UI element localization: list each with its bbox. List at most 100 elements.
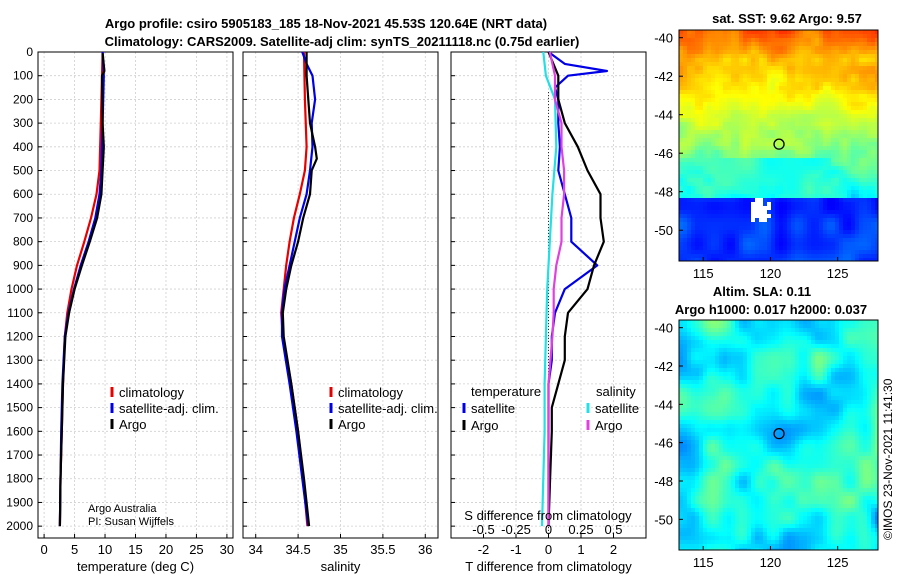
map-cell [683, 412, 687, 416]
map-cell [823, 190, 827, 194]
map-cell [691, 114, 695, 118]
map-cell [795, 428, 799, 432]
map-cell [703, 142, 707, 146]
map-cell [843, 452, 847, 456]
map-cell [767, 98, 771, 102]
map-cell [795, 34, 799, 38]
map-cell [727, 348, 731, 352]
map-cell [851, 214, 855, 218]
map-cell [799, 210, 803, 214]
map-cell [735, 230, 739, 234]
map-cell [683, 452, 687, 456]
map-cell [851, 440, 855, 444]
map-cell [843, 238, 847, 242]
map-cell [815, 122, 819, 126]
map-cell [819, 424, 823, 428]
map-cell [827, 222, 831, 226]
map-cell [783, 66, 787, 70]
map-cell [723, 396, 727, 400]
map-cell [683, 206, 687, 210]
map-cell [759, 368, 763, 372]
map-cell [827, 134, 831, 138]
map-cell [855, 226, 859, 230]
map-cell [763, 90, 767, 94]
map-cell [703, 110, 707, 114]
map-cell [823, 214, 827, 218]
map-cell [807, 62, 811, 66]
map-cell [867, 452, 871, 456]
map-cell [683, 408, 687, 412]
map-cell [703, 440, 707, 444]
map-cell [707, 158, 711, 162]
map-cell [771, 364, 775, 368]
map-cell [775, 202, 779, 206]
map-cell [867, 66, 871, 70]
map-cell [863, 356, 867, 360]
map-cell [803, 182, 807, 186]
map-cell [791, 114, 795, 118]
map-cell [707, 182, 711, 186]
map-cell [751, 122, 755, 126]
map-cell [735, 456, 739, 460]
map-cell [731, 42, 735, 46]
map-cell [683, 70, 687, 74]
map-cell [699, 30, 703, 34]
map-cell [863, 178, 867, 182]
map-cell [683, 190, 687, 194]
map-cell [743, 352, 747, 356]
map-cell [851, 194, 855, 198]
map-cell [763, 62, 767, 66]
map-cell [799, 126, 803, 130]
map-cell [819, 452, 823, 456]
map-cell [775, 234, 779, 238]
map-cell [743, 218, 747, 222]
map-cell [859, 440, 863, 444]
map-cell [807, 234, 811, 238]
map-cell [807, 142, 811, 146]
map-cell [723, 114, 727, 118]
map-cell [787, 86, 791, 90]
map-cell [827, 166, 831, 170]
map-cell [731, 74, 735, 78]
map-cell [739, 238, 743, 242]
map-cell [815, 324, 819, 328]
map-cell [847, 448, 851, 452]
map-cell [835, 134, 839, 138]
map-cell [771, 54, 775, 58]
map-cell [743, 364, 747, 368]
map-cell [811, 102, 815, 106]
x-tick-label: 1 [577, 542, 584, 557]
map-cell [699, 384, 703, 388]
map-cell [703, 324, 707, 328]
map-cell [859, 54, 863, 58]
map-cell [791, 364, 795, 368]
map-cell [699, 66, 703, 70]
map-cell [683, 166, 687, 170]
map-cell [687, 142, 691, 146]
map-cell [827, 348, 831, 352]
map-cell [743, 222, 747, 226]
map-cell [859, 368, 863, 372]
map-cell [791, 54, 795, 58]
map-cell [763, 154, 767, 158]
map-cell [775, 42, 779, 46]
map-cell [731, 428, 735, 432]
map-cell [835, 30, 839, 34]
map-cell [747, 372, 751, 376]
map-cell [755, 388, 759, 392]
map-cell [727, 360, 731, 364]
map-cell [815, 250, 819, 254]
map-cell [815, 162, 819, 166]
map-cell [791, 78, 795, 82]
map-cell [803, 146, 807, 150]
map-cell [763, 420, 767, 424]
map-cell [727, 182, 731, 186]
map-cell [691, 154, 695, 158]
map-cell [747, 376, 751, 380]
map-cell [819, 320, 823, 324]
map-cell [687, 98, 691, 102]
map-cell [823, 384, 827, 388]
map-cell [783, 178, 787, 182]
map-cell [751, 158, 755, 162]
map-cell [751, 214, 755, 218]
